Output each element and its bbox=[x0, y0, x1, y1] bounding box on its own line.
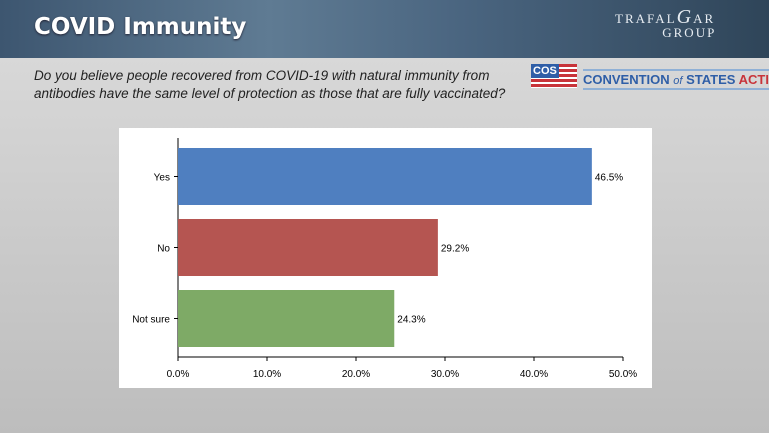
x-tick-label: 30.0% bbox=[431, 369, 459, 380]
x-tick-label: 20.0% bbox=[342, 369, 370, 380]
category-label: Yes bbox=[154, 173, 170, 184]
bar-no bbox=[178, 219, 438, 276]
logo-text: STATES bbox=[686, 72, 736, 87]
x-tick-label: 40.0% bbox=[520, 369, 548, 380]
data-label: 29.2% bbox=[441, 244, 469, 255]
survey-question: Do you believe people recovered from COV… bbox=[34, 68, 506, 101]
logo-text: CONVENTION bbox=[583, 72, 670, 87]
category-label: Not sure bbox=[132, 315, 170, 326]
x-tick-label: 50.0% bbox=[609, 369, 637, 380]
category-label: No bbox=[157, 244, 170, 255]
slide-title: COVID Immunity bbox=[34, 14, 247, 40]
data-label: 46.5% bbox=[595, 173, 623, 184]
bar-yes bbox=[178, 148, 592, 205]
flag-icon: COS bbox=[531, 64, 577, 88]
logo-text: of bbox=[673, 75, 683, 87]
x-tick-label: 0.0% bbox=[167, 369, 190, 380]
bar-chart: 0.0% 10.0% 20.0% 30.0% 40.0% 50.0% Yes 46.5% No 2… bbox=[132, 138, 637, 380]
chart-container: 0.0% 10.0% 20.0% 30.0% 40.0% 50.0% Yes 46.5% No 2… bbox=[119, 128, 652, 388]
cos-action-logo: COS CONVENTION of STATES ACTION bbox=[531, 64, 769, 90]
bar-not-sure bbox=[178, 290, 395, 347]
trafalgar-logo: TRAFALGAR GROUP bbox=[615, 6, 717, 40]
slide-header: COVID Immunity TRAFALGAR GROUP bbox=[0, 0, 769, 58]
cos-badge: COS bbox=[531, 64, 559, 78]
data-label: 24.3% bbox=[397, 315, 425, 326]
logo-text: ACTION bbox=[738, 72, 769, 87]
x-tick-label: 10.0% bbox=[253, 369, 281, 380]
